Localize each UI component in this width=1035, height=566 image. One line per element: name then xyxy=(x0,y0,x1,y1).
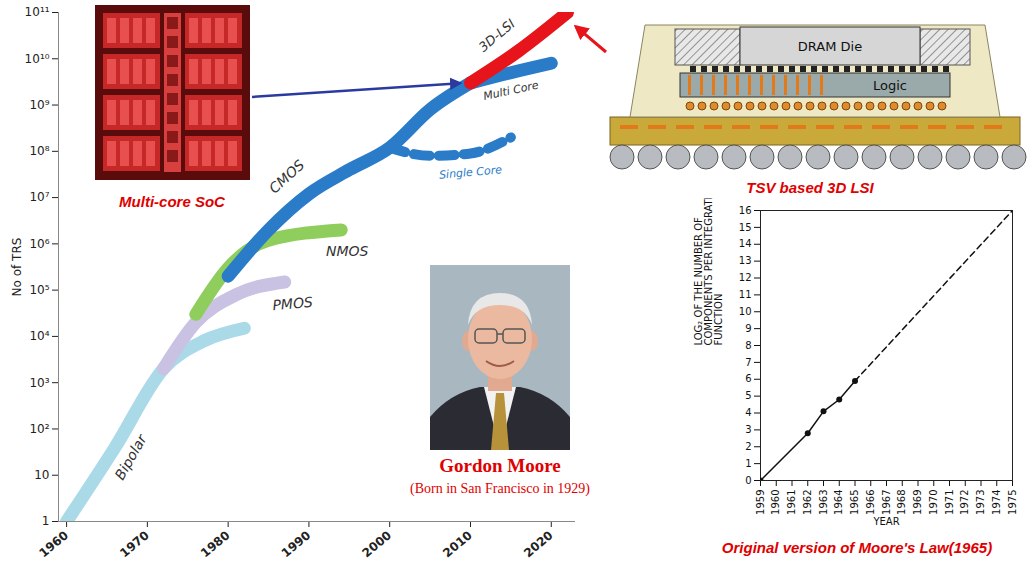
svg-text:13: 13 xyxy=(739,255,752,266)
svg-text:3D-LSI: 3D-LSI xyxy=(476,16,518,55)
svg-text:2010: 2010 xyxy=(440,528,475,560)
svg-text:1964: 1964 xyxy=(833,490,844,515)
svg-text:1974: 1974 xyxy=(991,490,1002,515)
svg-text:YEAR: YEAR xyxy=(872,516,899,527)
svg-text:2: 2 xyxy=(745,441,751,452)
svg-text:(Born in San Francisco in 1929: (Born in San Francisco in 1929) xyxy=(410,481,590,497)
svg-text:Multi Core: Multi Core xyxy=(482,78,540,102)
svg-text:4: 4 xyxy=(745,407,751,418)
svg-text:10⁹: 10⁹ xyxy=(29,98,49,112)
svg-text:10⁴: 10⁴ xyxy=(29,329,49,343)
svg-text:1965: 1965 xyxy=(849,490,860,515)
svg-text:LOG₂ OF THE NUMBER OFCOMPONENT: LOG₂ OF THE NUMBER OFCOMPONENTS PER INTE… xyxy=(693,198,724,346)
svg-text:1969: 1969 xyxy=(912,490,923,515)
svg-text:1980: 1980 xyxy=(198,528,233,560)
svg-text:0: 0 xyxy=(745,475,751,486)
svg-text:7: 7 xyxy=(745,357,751,368)
svg-text:Multi-core SoC: Multi-core SoC xyxy=(119,193,226,210)
svg-text:8: 8 xyxy=(745,340,751,351)
svg-text:10⁷: 10⁷ xyxy=(29,190,49,204)
svg-text:10¹¹: 10¹¹ xyxy=(25,5,50,19)
svg-text:2000: 2000 xyxy=(360,528,395,560)
svg-text:12: 12 xyxy=(739,272,752,283)
svg-text:Bipolar: Bipolar xyxy=(111,431,150,483)
svg-text:10⁵: 10⁵ xyxy=(29,283,49,297)
svg-text:Original version of Moore's La: Original version of Moore's Law(1965) xyxy=(722,539,992,556)
svg-text:1: 1 xyxy=(745,458,751,469)
svg-text:16: 16 xyxy=(739,205,752,216)
svg-text:1973: 1973 xyxy=(975,490,986,515)
svg-text:PMOS: PMOS xyxy=(272,294,314,313)
svg-text:1959: 1959 xyxy=(755,490,766,515)
svg-text:6: 6 xyxy=(745,373,751,384)
svg-text:1971: 1971 xyxy=(944,490,955,515)
svg-text:1990: 1990 xyxy=(279,528,314,560)
svg-text:1970: 1970 xyxy=(928,490,939,515)
svg-text:10²: 10² xyxy=(29,422,49,436)
svg-text:11: 11 xyxy=(739,289,752,300)
svg-text:3: 3 xyxy=(745,424,751,435)
svg-text:10⁶: 10⁶ xyxy=(29,237,49,251)
svg-text:Logic: Logic xyxy=(873,78,907,93)
svg-text:TSV based 3D LSI: TSV based 3D LSI xyxy=(746,179,874,196)
svg-text:Gordon Moore: Gordon Moore xyxy=(439,455,561,476)
svg-text:NMOS: NMOS xyxy=(326,243,369,259)
svg-text:10³: 10³ xyxy=(29,376,49,390)
svg-text:1963: 1963 xyxy=(818,490,829,515)
svg-text:10: 10 xyxy=(34,468,49,482)
svg-text:10¹⁰: 10¹⁰ xyxy=(25,52,50,66)
svg-text:1961: 1961 xyxy=(786,490,797,515)
svg-text:1967: 1967 xyxy=(881,490,892,515)
svg-text:1960: 1960 xyxy=(36,528,71,560)
svg-text:1972: 1972 xyxy=(959,490,970,515)
svg-text:1975: 1975 xyxy=(1007,490,1018,515)
svg-text:Single Core: Single Core xyxy=(439,163,503,181)
svg-text:14: 14 xyxy=(739,238,752,249)
svg-text:1960: 1960 xyxy=(770,490,781,515)
svg-text:9: 9 xyxy=(745,323,751,334)
svg-text:CMOS: CMOS xyxy=(266,157,308,197)
svg-text:15: 15 xyxy=(739,222,752,233)
svg-text:No of TRS: No of TRS xyxy=(10,238,24,297)
svg-text:10: 10 xyxy=(739,306,752,317)
svg-text:1970: 1970 xyxy=(117,528,152,560)
svg-text:1: 1 xyxy=(42,514,50,528)
svg-text:5: 5 xyxy=(745,390,751,401)
svg-text:2020: 2020 xyxy=(521,528,556,560)
svg-text:DRAM Die: DRAM Die xyxy=(798,39,862,54)
svg-text:1968: 1968 xyxy=(896,490,907,515)
svg-text:1966: 1966 xyxy=(865,490,876,515)
svg-text:1962: 1962 xyxy=(802,490,813,515)
svg-text:10⁸: 10⁸ xyxy=(29,144,49,158)
